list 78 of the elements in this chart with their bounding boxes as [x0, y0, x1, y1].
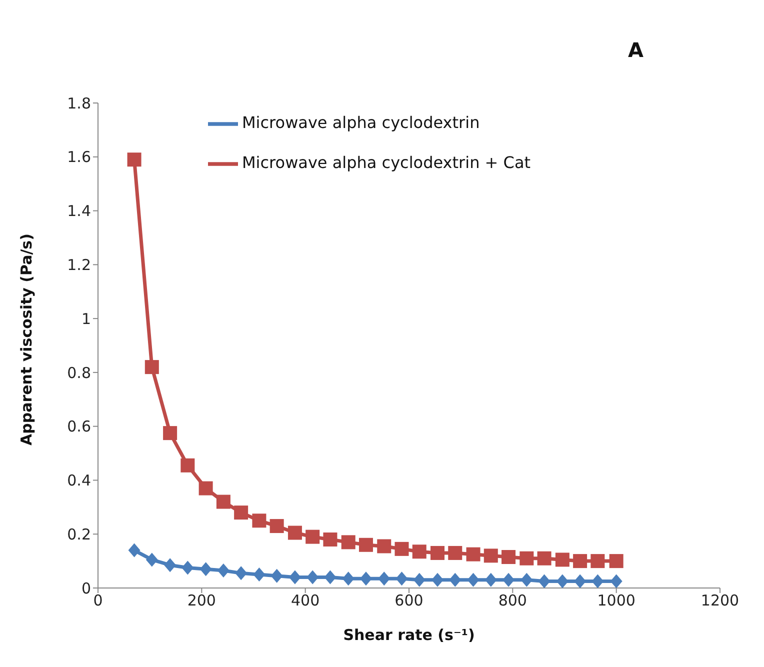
point	[430, 546, 445, 560]
point	[502, 572, 515, 587]
point	[217, 563, 230, 578]
point	[306, 530, 320, 544]
point	[556, 574, 568, 588]
point	[180, 458, 195, 472]
point	[360, 572, 372, 586]
point	[609, 554, 624, 568]
point	[449, 572, 462, 587]
y-tick-label: 1	[81, 310, 91, 328]
y-tick-label: 0	[81, 579, 91, 598]
x-tick-label: 400	[291, 592, 320, 610]
point	[144, 360, 159, 374]
point	[555, 552, 570, 567]
point	[341, 535, 356, 550]
point	[432, 572, 444, 587]
point	[377, 539, 392, 554]
x-tick-label: 0	[93, 592, 103, 610]
point	[396, 572, 408, 586]
point	[537, 551, 552, 566]
point	[502, 550, 516, 564]
text: A	[628, 38, 644, 62]
x-tick-label: 1200	[700, 592, 740, 610]
point	[412, 544, 426, 559]
point	[288, 570, 301, 584]
point	[538, 574, 550, 588]
point	[520, 572, 533, 587]
point	[198, 481, 213, 496]
point	[484, 548, 498, 563]
point	[574, 574, 586, 588]
point	[270, 519, 284, 534]
point	[127, 152, 142, 167]
point	[610, 574, 622, 588]
point	[200, 562, 212, 576]
point	[466, 547, 480, 562]
point	[448, 546, 462, 560]
point	[164, 558, 176, 572]
point	[358, 538, 373, 552]
point	[182, 560, 194, 575]
point	[270, 568, 283, 583]
point	[216, 494, 230, 509]
x-tick-label: 600	[394, 592, 424, 610]
point	[413, 572, 426, 587]
y-tick-label: 0.8	[67, 364, 91, 382]
legend-label: Microwave alpha cyclodextrin + Cat	[242, 153, 531, 172]
y-axis-title: Apparent viscosity (Pa/s)	[17, 234, 36, 446]
x-axis-title: Shear rate (s⁻¹)	[343, 626, 475, 644]
point	[592, 574, 604, 588]
point	[394, 542, 409, 556]
x-tick-label: 800	[498, 592, 527, 610]
point	[235, 566, 248, 580]
point	[234, 506, 248, 520]
point	[573, 554, 588, 568]
point	[342, 572, 354, 586]
x-tick-label: 1000	[597, 592, 636, 610]
point	[323, 532, 338, 546]
point	[590, 554, 605, 568]
point	[128, 543, 140, 558]
point	[467, 572, 480, 587]
point	[253, 568, 266, 582]
point	[520, 551, 534, 566]
x-tick-label: 200	[187, 592, 216, 610]
point	[378, 572, 390, 586]
y-tick-label: 1.2	[67, 256, 91, 274]
y-tick-label: 0.2	[67, 525, 91, 544]
legend-label: Microwave alpha cyclodextrin	[242, 113, 480, 132]
y-tick-label: 1.6	[67, 148, 91, 166]
point	[306, 570, 319, 584]
y-tick-label: 1.8	[67, 94, 91, 112]
y-tick-label: 1.4	[67, 202, 91, 220]
point	[484, 572, 497, 587]
point	[324, 570, 336, 584]
y-tick-label: 0.6	[67, 418, 91, 436]
point	[163, 426, 178, 440]
point	[252, 514, 266, 528]
y-tick-label: 0.4	[67, 472, 91, 490]
point	[288, 526, 302, 540]
point	[146, 552, 158, 567]
